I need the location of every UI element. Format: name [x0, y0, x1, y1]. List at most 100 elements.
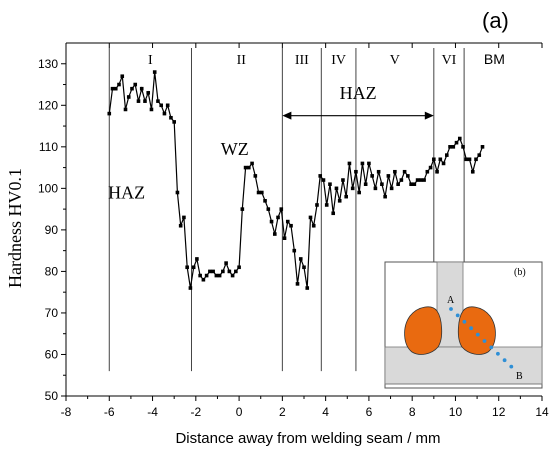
data-point	[201, 277, 206, 282]
data-point	[409, 182, 413, 186]
zone-label-5: VI	[442, 53, 457, 68]
inset-dot	[502, 358, 507, 363]
x-tick-label: 14	[535, 405, 549, 419]
data-point	[383, 194, 387, 199]
data-point	[308, 215, 313, 220]
data-point	[162, 111, 167, 116]
data-point	[380, 182, 384, 186]
data-point	[454, 140, 459, 145]
data-point	[367, 161, 371, 166]
y-tick-label: 110	[39, 140, 58, 154]
haz-arrow-head-left	[282, 111, 292, 120]
y-tick-label: 50	[45, 389, 59, 403]
zone-label-3: IV	[331, 53, 346, 68]
data-point	[159, 103, 163, 108]
data-point	[354, 169, 358, 174]
data-point	[152, 70, 157, 74]
haz-arrow-head-right	[424, 111, 434, 120]
x-tick-label: 6	[366, 405, 373, 419]
data-point	[341, 178, 345, 182]
data-point	[428, 165, 433, 170]
data-point	[282, 236, 287, 240]
inset-base-plate	[384, 346, 543, 385]
data-point	[393, 169, 397, 174]
data-point	[146, 91, 151, 95]
data-point	[451, 145, 456, 149]
data-point	[253, 174, 258, 178]
data-point	[457, 136, 462, 141]
data-point	[126, 95, 131, 99]
data-point	[402, 169, 407, 174]
panel-label: (a)	[482, 8, 509, 33]
data-point	[208, 269, 212, 274]
data-point	[360, 161, 365, 166]
data-point	[419, 178, 423, 182]
data-point	[438, 157, 443, 162]
data-point	[396, 182, 400, 186]
data-point	[363, 182, 368, 186]
zone-label-1: II	[237, 53, 247, 68]
data-point	[328, 182, 332, 186]
data-point	[337, 199, 342, 203]
x-axis-label: Distance away from welding seam / mm	[175, 430, 440, 447]
data-point	[285, 219, 290, 224]
x-tick-label: 10	[449, 405, 463, 419]
data-point	[331, 211, 336, 216]
data-point	[279, 207, 284, 211]
zone-label-6: BM	[484, 51, 505, 67]
data-point	[172, 120, 176, 124]
inset-dot	[469, 326, 473, 331]
data-point	[272, 232, 277, 236]
y-axis-label: Hardness HV0.1	[5, 168, 25, 288]
data-point	[263, 199, 267, 203]
data-point	[445, 153, 449, 157]
zone-label-4: V	[390, 53, 400, 68]
data-point	[117, 82, 121, 87]
data-point	[376, 169, 381, 174]
data-point	[480, 145, 485, 149]
data-point	[198, 273, 202, 278]
data-point	[302, 265, 306, 270]
inset-dot	[475, 332, 480, 337]
data-point	[120, 74, 125, 79]
x-tick-label: -2	[190, 405, 201, 419]
inset-weld-zone-right	[457, 306, 496, 355]
data-point	[149, 107, 154, 112]
data-point	[227, 269, 232, 274]
data-point	[461, 145, 465, 149]
annotation-1: WZ	[221, 139, 249, 159]
x-tick-label: -6	[104, 405, 115, 419]
inset-label: (b)	[514, 267, 526, 278]
data-point	[386, 174, 391, 178]
y-tick-label: 130	[38, 57, 58, 71]
data-point	[224, 261, 228, 265]
inset-dot	[489, 345, 494, 350]
data-point	[318, 174, 323, 178]
inset-diagram: (b) A B	[384, 261, 543, 389]
inset-point-a: A	[447, 295, 455, 306]
inset-dot	[496, 351, 500, 356]
data-point	[467, 157, 472, 162]
data-point	[311, 223, 316, 228]
data-point	[425, 169, 430, 174]
data-point	[237, 265, 241, 270]
data-point	[136, 99, 141, 103]
data-point	[266, 207, 271, 211]
data-point	[347, 161, 352, 166]
inset-dot	[462, 319, 467, 324]
y-tick-label: 120	[38, 98, 58, 112]
data-point	[250, 161, 254, 166]
data-point	[221, 269, 225, 274]
data-point	[406, 174, 410, 178]
x-tick-label: 8	[409, 405, 416, 419]
data-point	[175, 190, 180, 195]
data-point	[324, 203, 329, 207]
data-point	[289, 223, 293, 228]
zone-labels: I II III IV V VI BM	[148, 51, 505, 68]
x-tick-label: 0	[236, 405, 243, 419]
data-point	[435, 169, 439, 174]
annotations: HAZ WZ HAZ	[108, 83, 434, 203]
annotation-2: HAZ	[108, 183, 145, 203]
y-tick-label: 80	[45, 264, 59, 278]
